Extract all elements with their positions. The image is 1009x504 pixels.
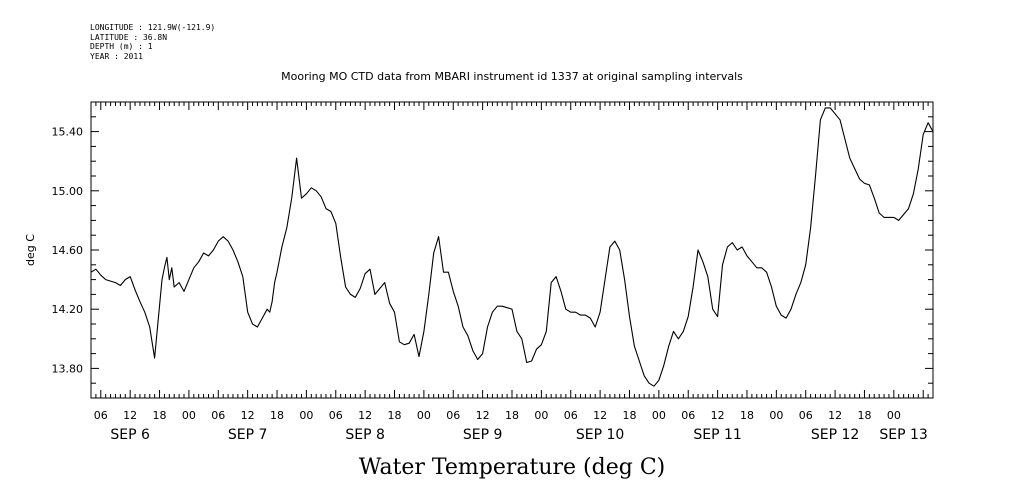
series-layer — [90, 107, 934, 387]
x-hour-label: 00 — [299, 409, 313, 422]
x-hour-label: 06 — [446, 409, 460, 422]
x-date-label: SEP 10 — [576, 427, 624, 443]
x-date-label: SEP 7 — [228, 427, 268, 443]
series-line — [90, 107, 934, 387]
y-tick-label: 14.60 — [52, 244, 84, 257]
x-hour-label: 00 — [652, 409, 666, 422]
x-axis-title: Water Temperature (deg C) — [359, 455, 666, 480]
x-hour-label: 06 — [681, 409, 695, 422]
x-hour-label: 18 — [388, 409, 402, 422]
y-tick-label: 14.20 — [52, 303, 84, 316]
x-date-label: SEP 8 — [345, 427, 385, 443]
x-hour-label: 06 — [564, 409, 578, 422]
x-axis-ticks: 06 12 18 00 06 12 18 00 06 12 18 00 06 12 18 00 06 12 18 00… — [90, 102, 934, 443]
plot-border — [90, 101, 934, 399]
x-hour-label: 18 — [153, 409, 167, 422]
latitude-text: LATITUDE : 36.8N — [90, 33, 167, 42]
x-hour-label: 18 — [270, 409, 284, 422]
x-hour-label: 18 — [622, 409, 636, 422]
longitude-text: LONGITUDE : 121.9W(-121.9) — [90, 23, 215, 32]
chart-title: Mooring MO CTD data from MBARI instrumen… — [281, 70, 743, 83]
x-hour-label: 12 — [711, 409, 725, 422]
plot-frame — [90, 101, 934, 399]
x-hour-label: 06 — [211, 409, 225, 422]
x-hour-label: 00 — [534, 409, 548, 422]
x-date-label: SEP 9 — [463, 427, 503, 443]
x-hour-label: 18 — [505, 409, 519, 422]
x-hour-label: 06 — [329, 409, 343, 422]
y-tick-label: 15.40 — [52, 126, 84, 139]
x-date-label: SEP 6 — [110, 427, 150, 443]
x-hour-label: 12 — [593, 409, 607, 422]
x-hour-label: 00 — [887, 409, 901, 422]
x-hour-label: 18 — [740, 409, 754, 422]
x-hour-label: 12 — [476, 409, 490, 422]
depth-text: DEPTH (m) : 1 — [90, 42, 153, 51]
y-axis-label: deg C — [24, 234, 37, 266]
metadata-block: LONGITUDE : 121.9W(-121.9) LATITUDE : 36… — [90, 23, 215, 61]
x-hour-label: 06 — [94, 409, 108, 422]
x-hour-label: 18 — [857, 409, 871, 422]
y-axis-ticks: 15.40 15.00 14.60 14.20 13.80 — [52, 101, 933, 399]
x-hour-label: 00 — [182, 409, 196, 422]
x-hour-label: 12 — [358, 409, 372, 422]
x-hour-label: 12 — [828, 409, 842, 422]
x-hour-label: 12 — [241, 409, 255, 422]
x-hour-label: 00 — [417, 409, 431, 422]
year-text: YEAR : 2011 — [90, 52, 143, 61]
x-hour-label: 00 — [769, 409, 783, 422]
x-date-label: SEP 13 — [879, 427, 927, 443]
x-hour-label: 12 — [123, 409, 137, 422]
x-date-label: SEP 12 — [811, 427, 859, 443]
x-date-label: SEP 11 — [693, 427, 741, 443]
y-tick-label: 13.80 — [52, 362, 84, 375]
x-hour-label: 06 — [799, 409, 813, 422]
y-tick-label: 15.00 — [52, 185, 84, 198]
